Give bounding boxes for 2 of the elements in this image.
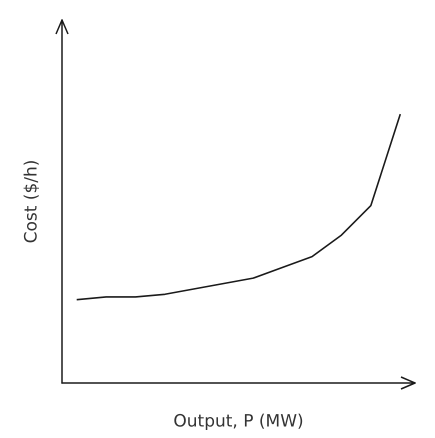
x-axis-title: Output, P (MW) [173, 412, 304, 432]
y-axis-title: Cost ($/h) [22, 160, 42, 244]
